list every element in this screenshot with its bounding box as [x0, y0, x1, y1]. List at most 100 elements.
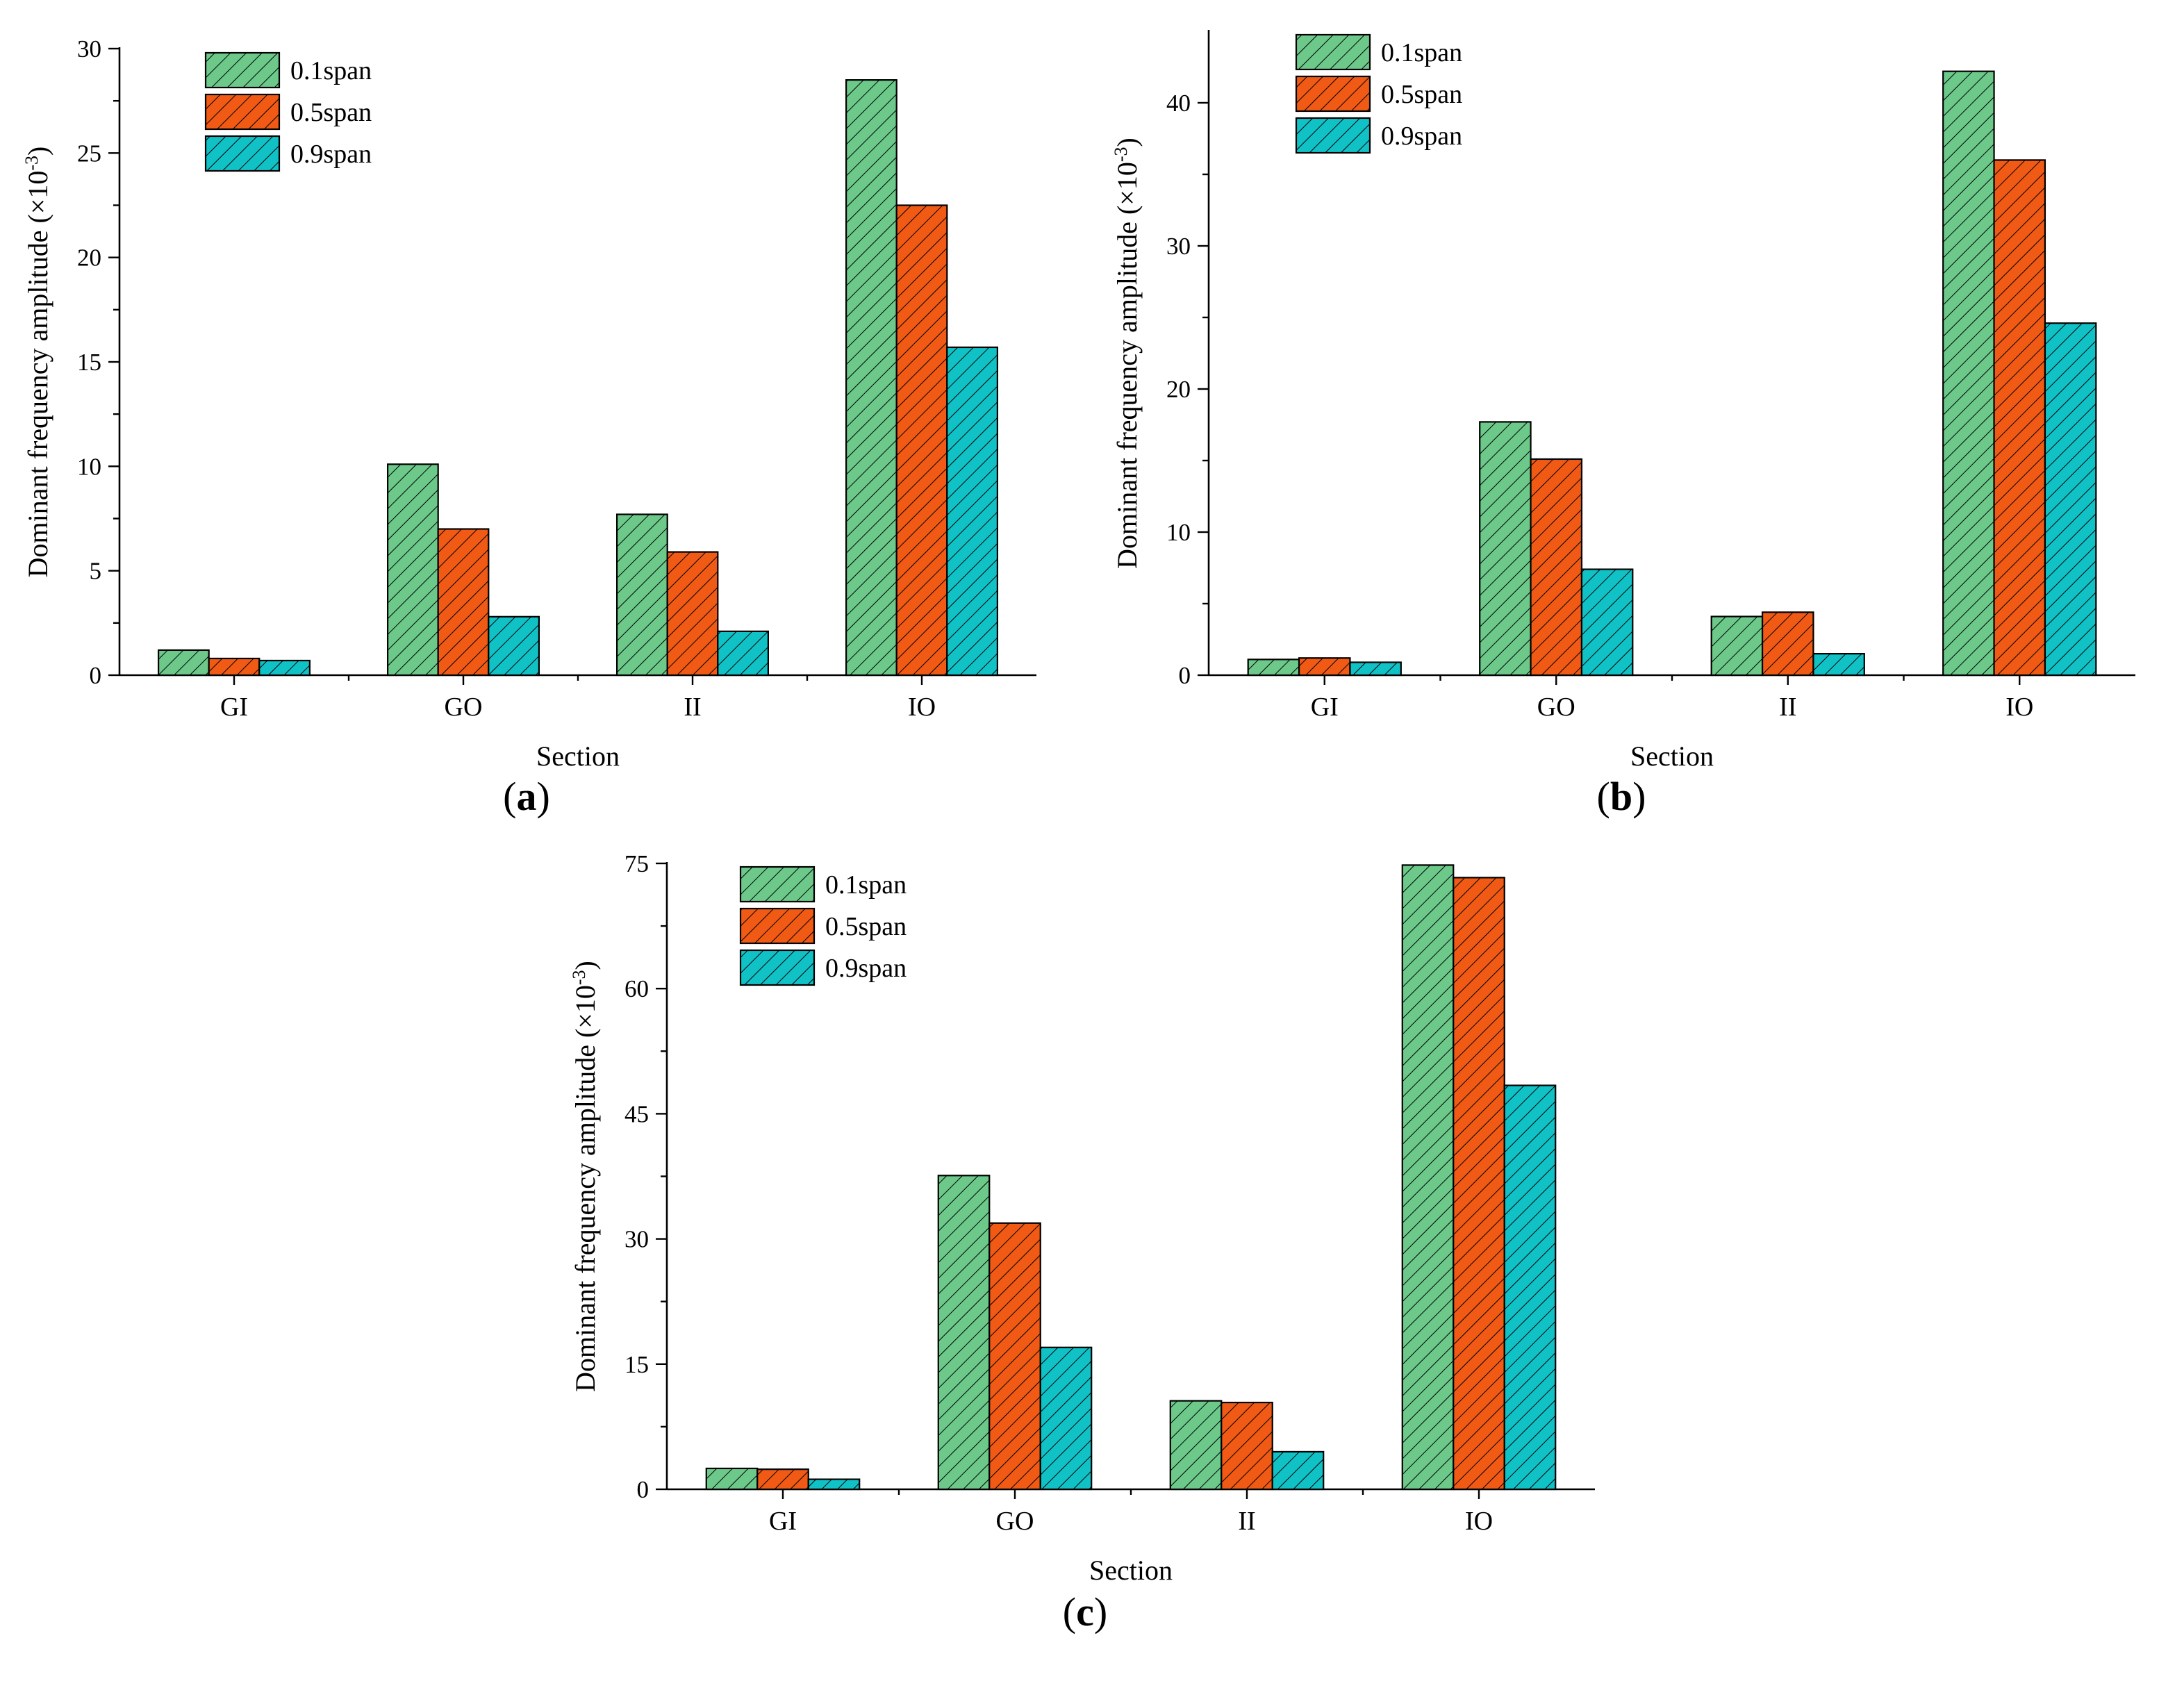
legend-label: 0.1span: [290, 56, 372, 85]
y-tick-label: 15: [624, 1351, 649, 1378]
x-category-label: GI: [1311, 693, 1339, 722]
legend-label: 0.1span: [825, 870, 907, 900]
x-category-label: II: [684, 693, 701, 722]
panel-label-letter: c: [1076, 1589, 1094, 1634]
legend-swatch: [1295, 75, 1371, 113]
y-tick-label: 0: [1179, 662, 1191, 689]
bar-0.5span-ii: [1221, 1401, 1273, 1491]
panel-label-close: ): [537, 774, 550, 819]
x-category-label: II: [1238, 1507, 1255, 1536]
legend-label: 0.9span: [1381, 122, 1462, 151]
x-category-label: GO: [445, 693, 483, 722]
bar-0.9span-ii: [1812, 652, 1865, 677]
panel-label-letter: a: [517, 774, 537, 819]
bar-0.9span-ii: [1271, 1450, 1325, 1491]
legend-label: 0.5span: [290, 98, 372, 127]
bar-0.9span-gi: [807, 1478, 861, 1491]
y-axis-title-prefix: Dominant frequency amplitude (×10: [570, 985, 601, 1392]
y-tick-label: 60: [624, 975, 649, 1002]
y-axis-title-suffix: ): [1111, 138, 1143, 147]
legend-swatch: [739, 866, 816, 903]
bar-0.9span-go: [1580, 568, 1634, 677]
bar-0.5span-gi: [1298, 657, 1351, 677]
bar-0.1span-io: [1401, 864, 1455, 1491]
x-category-label: GI: [220, 693, 248, 722]
bar-0.5span-gi: [208, 657, 260, 677]
x-category-label: IO: [908, 693, 936, 722]
bar-0.5span-ii: [666, 551, 719, 677]
bar-0.1span-go: [1479, 421, 1532, 677]
bar-0.9span-io: [1503, 1084, 1557, 1491]
chart-panel-a: 0 5 10 15 20 25 30 GI GO II IO Section Dominant freq…: [22, 35, 1036, 819]
y-tick-label: 30: [624, 1226, 649, 1253]
bar-0.9span-go: [488, 615, 540, 677]
panel-label-open: (: [503, 774, 516, 819]
chart-panel-b: 0 10 20 30 40 GI GO II IO Section Dominant frequen…: [1111, 30, 2135, 819]
panel-label: (b): [1597, 774, 1646, 819]
bar-0.5span-go: [988, 1222, 1041, 1491]
x-axis-title: Section: [1089, 1555, 1173, 1586]
y-tick-label: 30: [77, 35, 101, 63]
bar-0.1span-ii: [1710, 615, 1764, 677]
panel-label-open: (: [1597, 774, 1610, 819]
bar-0.5span-io: [1453, 877, 1505, 1491]
legend-swatch: [739, 907, 816, 945]
bar-0.9span-io: [946, 346, 999, 677]
y-tick-label: 20: [1166, 376, 1191, 403]
x-axis-title: Section: [1630, 740, 1714, 772]
y-axis-title-prefix: Dominant frequency amplitude (×10: [22, 171, 53, 578]
bar-0.1span-go: [937, 1175, 991, 1491]
x-axis-title: Section: [536, 740, 620, 772]
panel-label-close: ): [1094, 1589, 1107, 1634]
bar-0.5span-io: [1993, 159, 2046, 677]
legend-label: 0.9span: [825, 954, 907, 983]
y-axis-title-suffix: ): [570, 961, 601, 970]
bar-0.5span-go: [437, 528, 490, 677]
bar-0.5span-gi: [756, 1468, 809, 1491]
legend-label: 0.1span: [1381, 38, 1462, 67]
y-tick-label: 20: [77, 245, 101, 272]
y-axis-title-exponent: -3: [569, 970, 589, 985]
panel-label: (c): [1063, 1589, 1107, 1634]
bar-0.1span-gi: [158, 649, 210, 677]
x-category-label: IO: [2005, 693, 2033, 722]
legend-swatch: [739, 949, 816, 986]
bar-0.1span-ii: [615, 513, 668, 677]
y-tick-label: 25: [77, 140, 101, 167]
legend-label: 0.5span: [825, 912, 907, 941]
legend-label: 0.9span: [290, 140, 372, 169]
bar-0.5span-io: [895, 204, 948, 677]
bar-0.9span-gi: [1349, 661, 1402, 677]
bar-0.1span-gi: [705, 1467, 759, 1491]
legend-label: 0.5span: [1381, 80, 1462, 109]
panel-label: (a): [503, 774, 550, 819]
x-category-label: GO: [996, 1507, 1034, 1536]
y-axis-title: Dominant frequency amplitude (×10-3): [569, 961, 602, 1392]
legend-swatch: [204, 93, 281, 131]
y-tick-label: 15: [77, 349, 101, 376]
y-tick-label: 5: [90, 558, 102, 585]
legend-swatch: [204, 51, 281, 89]
legend-swatch: [1295, 33, 1371, 71]
panel-label-open: (: [1063, 1589, 1076, 1634]
y-tick-label: 30: [1166, 233, 1191, 260]
bar-0.1span-io: [845, 78, 897, 677]
bar-0.1span-io: [1942, 70, 1995, 677]
chart-panel-c: 0 15 30 45 60 75 GI GO II IO Section Dominant frequ…: [569, 850, 1595, 1634]
y-tick-label: 45: [624, 1100, 649, 1127]
x-category-label: GI: [769, 1507, 797, 1536]
y-axis-title: Dominant frequency amplitude (×10-3): [22, 147, 54, 578]
y-axis-title-exponent: -3: [1111, 147, 1131, 162]
bar-0.5span-ii: [1761, 611, 1814, 677]
bar-0.1span-ii: [1169, 1400, 1223, 1491]
y-tick-label: 40: [1166, 90, 1191, 117]
x-category-label: IO: [1465, 1507, 1493, 1536]
panel-label-letter: b: [1610, 774, 1632, 819]
bar-0.1span-go: [386, 463, 439, 677]
y-tick-label: 75: [624, 850, 649, 877]
bar-0.9span-io: [2044, 322, 2097, 677]
bar-0.9span-gi: [258, 659, 311, 677]
bar-0.9span-ii: [717, 630, 770, 677]
legend-swatch: [1295, 117, 1371, 154]
